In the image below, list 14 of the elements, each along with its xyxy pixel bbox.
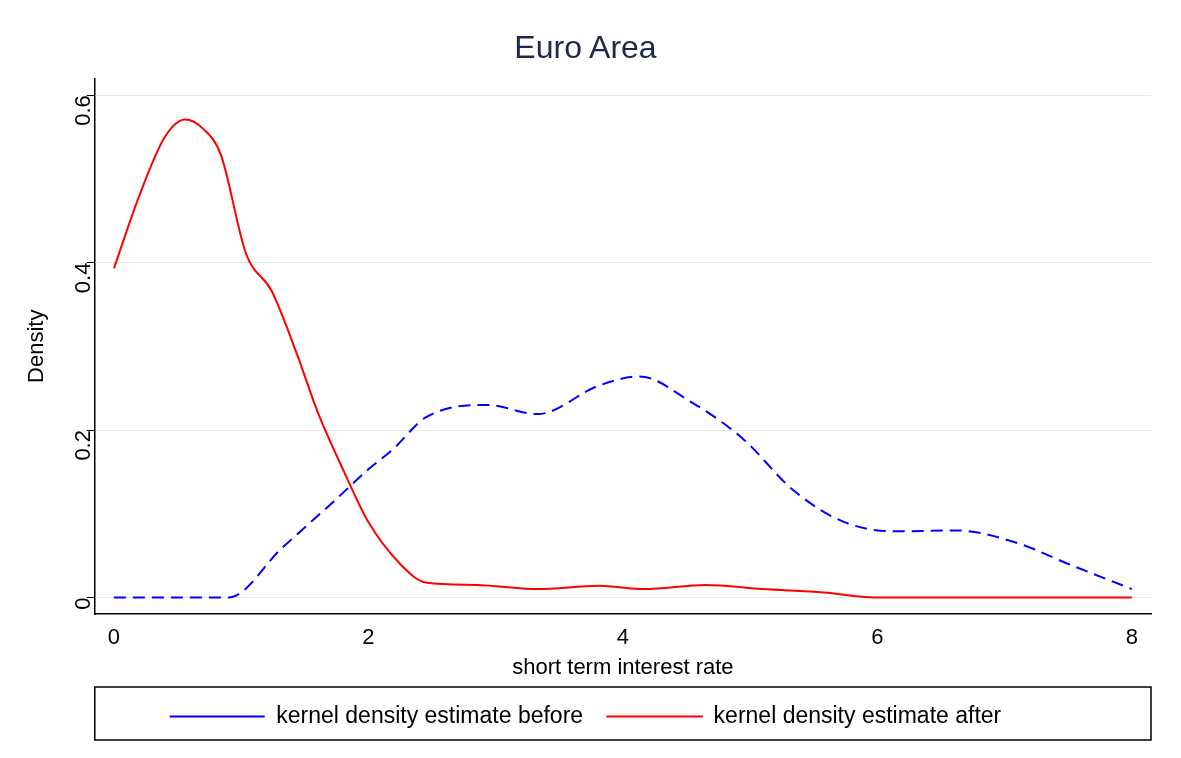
chart-title: Euro Area xyxy=(514,29,657,66)
y-tick-label: 0.2 xyxy=(69,430,95,461)
y-tick-label: 0.4 xyxy=(69,262,95,294)
legend-label: kernel density estimate before xyxy=(276,701,584,728)
y-tick-label: 0.6 xyxy=(69,95,95,126)
y-tick-label: 0 xyxy=(69,597,95,610)
y-axis-title: Density xyxy=(23,309,49,383)
x-tick-label: 8 xyxy=(1125,624,1139,650)
x-tick-label: 0 xyxy=(107,624,121,650)
x-tick-label: 6 xyxy=(871,624,884,650)
legend-label: kernel density estimate after xyxy=(713,701,1002,728)
x-tick-label: 4 xyxy=(616,624,630,650)
x-tick-label: 2 xyxy=(362,624,375,650)
x-axis-title: short term interest rate xyxy=(512,653,734,679)
